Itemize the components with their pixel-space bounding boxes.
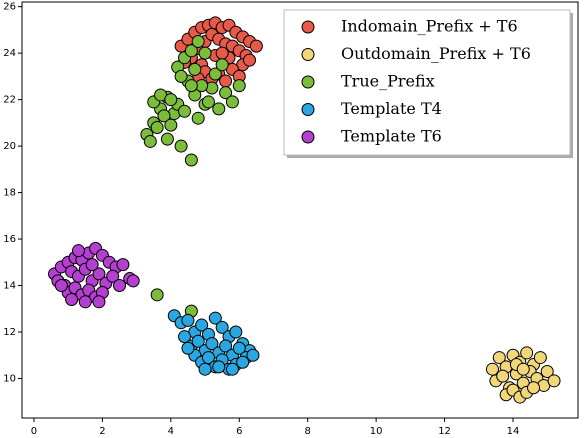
legend-label: Template T6 [341,127,442,146]
legend-marker [301,130,315,144]
point [178,104,192,118]
point [54,279,68,293]
point [113,279,127,293]
point [215,46,229,60]
point [516,362,530,376]
point [71,244,85,258]
point [150,120,164,134]
x-tick-label: 10 [370,426,383,437]
point [178,330,192,344]
point [485,362,499,376]
legend-marker [301,48,315,61]
legend-label: Template T4 [341,99,442,118]
point [201,351,215,365]
y-tick-label: 22 [3,95,16,106]
point [184,79,198,93]
legend-label: Indomain_Prefix + T6 [341,17,518,36]
point [85,258,99,272]
legend [283,9,571,156]
x-tick-label: 8 [305,426,311,437]
point [219,86,233,100]
point [540,365,554,379]
legend-marker [301,20,315,34]
point [201,95,215,109]
x-tick-label: 2 [99,426,105,437]
point [78,295,92,309]
point [106,269,120,283]
point [143,134,157,148]
y-tick-label: 18 [3,188,16,199]
point [492,351,506,365]
legend-label: True_Prefix [341,72,435,91]
x-tick-label: 4 [168,426,174,437]
point [157,109,171,123]
point [205,337,219,351]
point [246,348,260,362]
point [116,258,130,272]
point [198,362,212,376]
point [236,355,250,369]
x-tick-label: 14 [507,426,520,437]
point [195,318,209,332]
point [215,320,229,334]
point [520,346,534,360]
legend-marker [301,75,315,89]
y-tick-label: 12 [3,327,16,338]
x-tick-label: 0 [31,426,37,437]
point [92,267,106,281]
point [208,311,222,325]
y-tick-label: 24 [3,48,16,59]
point [181,313,195,327]
legend-marker [301,103,315,116]
point [191,111,205,125]
point [198,46,212,60]
y-tick-label: 26 [3,2,16,13]
point [249,39,263,53]
y-tick-label: 16 [3,234,16,245]
point [232,79,246,93]
point [164,93,178,107]
point [184,153,198,167]
point [225,95,239,109]
point [533,351,547,365]
point [160,132,174,146]
point [496,369,510,383]
point [164,118,178,132]
point [219,74,233,88]
point [219,339,233,353]
point [126,274,140,288]
point [191,334,205,348]
point [92,295,106,309]
point [65,292,79,306]
point [174,139,188,153]
point [215,58,229,72]
x-tick-label: 12 [438,426,451,437]
point [191,35,205,49]
point [229,325,243,339]
point [150,288,164,302]
point [232,341,246,355]
point [212,102,226,116]
point [212,360,226,374]
x-tick-label: 6 [236,426,242,437]
y-tick-label: 20 [3,141,16,152]
y-tick-label: 10 [3,373,16,384]
point [184,44,198,58]
point [243,53,257,67]
point [188,62,202,76]
plot-frame [21,1,579,419]
legend-label: Outdomain_Prefix + T6 [341,44,531,63]
point [527,381,541,395]
point [547,374,561,388]
y-tick-label: 14 [3,281,16,292]
point [181,341,195,355]
point [225,362,239,376]
point [174,69,188,83]
point [208,67,222,81]
